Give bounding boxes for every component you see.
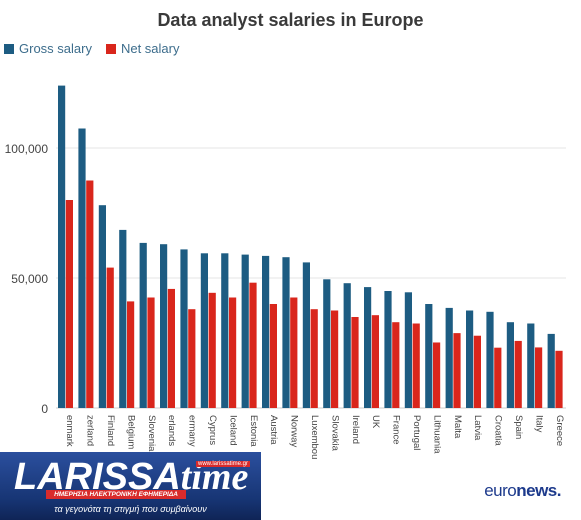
bar-gross — [323, 279, 331, 408]
x-tick-label: Cyprus — [207, 415, 218, 445]
bar-net — [249, 282, 257, 408]
bar-net — [555, 350, 563, 408]
bar-gross — [119, 229, 127, 408]
x-tick-label: zerland — [85, 415, 96, 446]
bar-net — [127, 301, 135, 408]
legend-item-gross[interactable]: Gross salary — [4, 41, 92, 56]
legend-item-net[interactable]: Net salary — [105, 41, 180, 56]
bar-gross — [200, 253, 208, 408]
x-tick-label: Austria — [268, 415, 279, 445]
bar-gross — [78, 128, 86, 408]
bar-net — [65, 200, 73, 408]
larissatime-logo: LARISSAtime www.larissatime.gr ΗΜΕΡΗΣΙΑ … — [0, 452, 261, 520]
logo-tagline: τα γεγονότα τη στιγμή που συμβαίνουν — [54, 504, 207, 514]
bar-net — [514, 340, 522, 408]
logo-subtitle: ΗΜΕΡΗΣΙΑ ΗΛΕΚΤΡΟΝΙΚΗ ΕΦΗΜΕΡΙΔΑ — [46, 490, 186, 499]
bar-net — [147, 297, 155, 408]
y-tick-label: 50,000 — [11, 272, 48, 286]
bar-net — [290, 297, 298, 408]
bar-net — [167, 288, 175, 408]
x-tick-label: Portugal — [411, 415, 422, 450]
bar-gross — [241, 254, 249, 408]
bar-gross — [466, 310, 474, 408]
bar-net — [188, 309, 196, 408]
bar-gross — [425, 304, 433, 408]
x-tick-label: Luxembourg — [309, 415, 320, 460]
bar-net — [310, 309, 318, 408]
x-tick-label: Estonia — [248, 415, 259, 447]
y-tick-label: 0 — [41, 402, 48, 416]
bar-net — [473, 335, 481, 408]
chart-title: Data analyst salaries in Europe — [157, 10, 424, 30]
logo-url: www.larissatime.gr — [196, 461, 251, 467]
bar-net — [331, 310, 339, 408]
bar-net — [535, 347, 543, 408]
x-tick-label: enmark — [64, 415, 75, 447]
bar-gross — [160, 244, 168, 408]
bar-gross — [262, 255, 270, 408]
x-tick-label: UK — [370, 415, 381, 429]
x-tick-label: Lithuania — [431, 415, 442, 454]
bar-gross — [98, 205, 106, 408]
x-tick-label: Greece — [554, 415, 565, 446]
x-tick-label: erlands — [166, 415, 177, 446]
bar-net — [371, 315, 379, 408]
bar-gross — [58, 85, 66, 408]
x-tick-label: Slovakia — [329, 415, 340, 452]
bar-gross — [343, 283, 351, 408]
bar-net — [453, 333, 461, 408]
bar-gross — [180, 249, 188, 408]
bar-net — [494, 347, 502, 408]
bar-gross — [506, 322, 514, 408]
x-tick-label: Spain — [513, 415, 524, 439]
bar-net — [392, 322, 400, 408]
legend-label-gross: Gross salary — [19, 41, 92, 56]
chart-legend: Gross salary Net salary — [4, 41, 180, 56]
x-tick-label: Latvia — [472, 415, 483, 441]
x-tick-label: Italy — [533, 415, 544, 433]
x-tick-label: Ireland — [350, 415, 361, 444]
bar-gross — [527, 323, 535, 408]
bar-gross — [302, 262, 310, 408]
legend-swatch-net — [105, 43, 116, 54]
bar-gross — [547, 333, 555, 408]
bar-net — [86, 180, 94, 408]
bar-gross — [221, 253, 229, 408]
bar-gross — [364, 287, 372, 408]
y-tick-label: 100,000 — [5, 142, 49, 156]
euronews-logo: euronews. — [484, 481, 561, 500]
bar-gross — [445, 307, 453, 408]
x-tick-label: Slovenia — [146, 415, 157, 452]
bar-chart: 0 50,000 100,000 enmark zerland Finland Belgiu… — [5, 85, 566, 460]
bar-net — [351, 317, 359, 408]
x-tick-label: Belgium — [125, 415, 136, 449]
legend-label-net: Net salary — [120, 41, 180, 56]
bar-net — [208, 292, 216, 408]
bar-net — [106, 267, 114, 408]
x-tick-label: Malta — [452, 415, 463, 439]
bar-gross — [282, 257, 290, 408]
bar-net — [269, 304, 277, 408]
x-tick-label: Croatia — [493, 415, 504, 446]
x-tick-label: Norway — [289, 415, 300, 447]
bar-net — [229, 297, 237, 408]
bar-gross — [486, 311, 494, 408]
x-tick-label: Iceland — [227, 415, 238, 446]
bar-gross — [384, 291, 392, 408]
bar-gross — [139, 242, 147, 408]
x-tick-label: Finland — [105, 415, 116, 446]
bar-net — [433, 342, 441, 408]
x-tick-label: ermany — [187, 415, 198, 447]
legend-swatch-gross — [4, 43, 14, 54]
bar-net — [412, 323, 420, 408]
x-tick-label: France — [391, 415, 402, 445]
bar-gross — [404, 292, 412, 408]
